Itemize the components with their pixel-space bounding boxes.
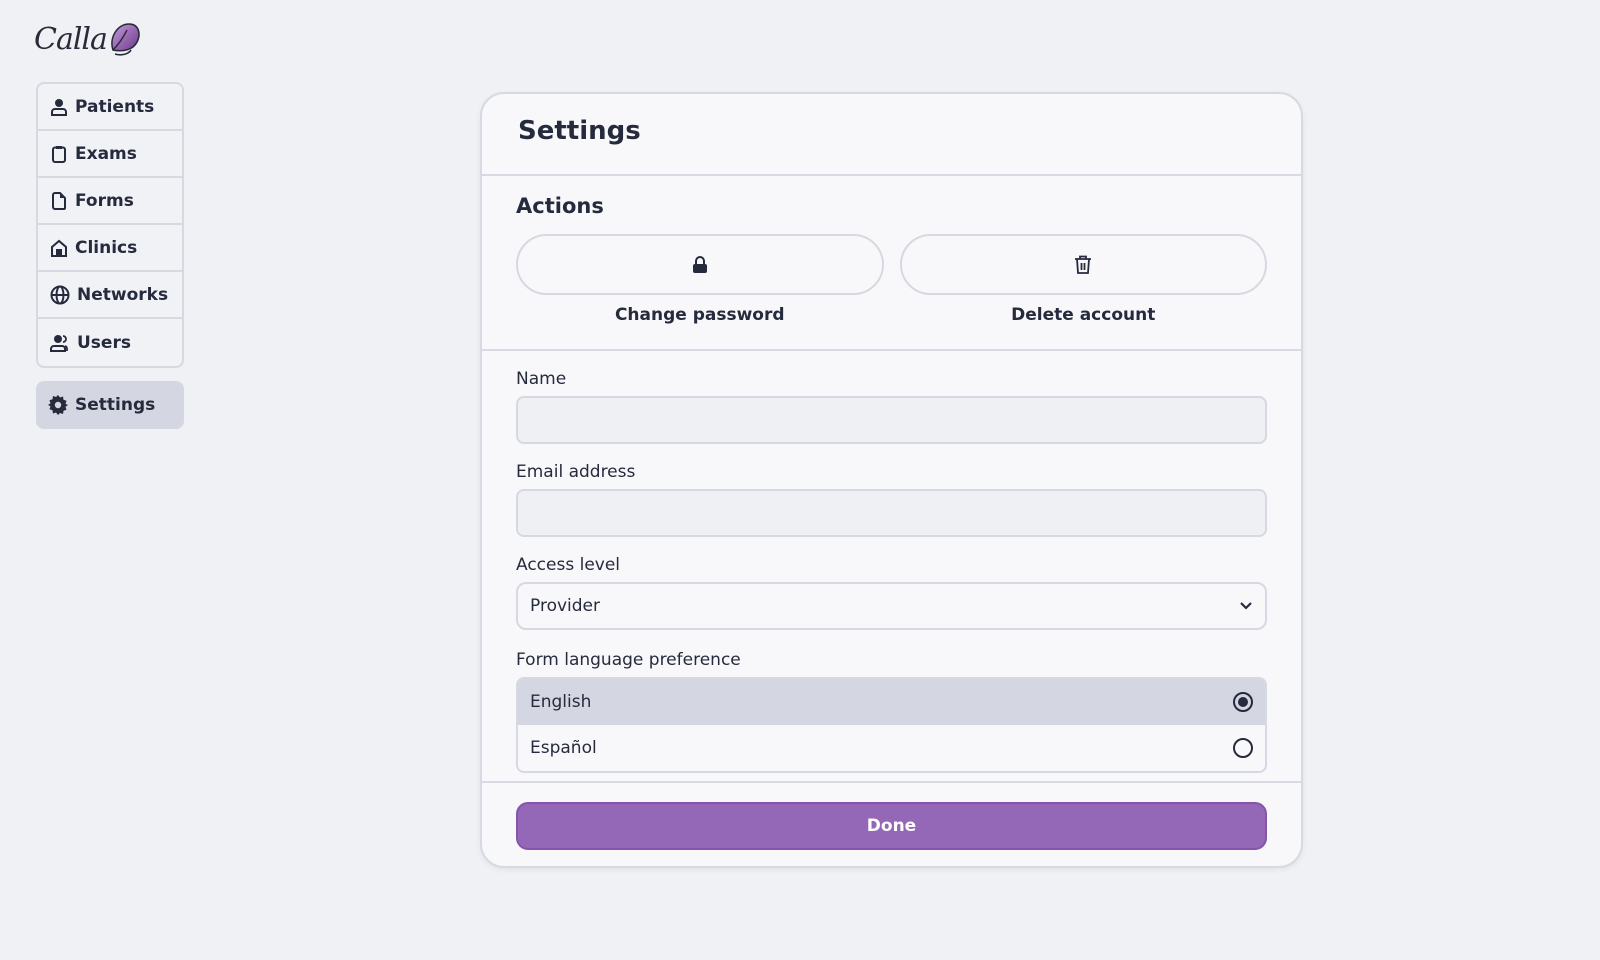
user-icon: [51, 98, 67, 116]
radio-unselected-icon[interactable]: [1233, 738, 1253, 758]
actions-heading: Actions: [516, 194, 604, 218]
house-icon: [51, 239, 67, 257]
calla-flower-icon: [111, 23, 140, 56]
language-radio-group: English Español: [516, 677, 1267, 773]
done-button[interactable]: Done: [516, 802, 1267, 850]
sidebar-item-exams[interactable]: Exams: [38, 131, 182, 178]
sidebar-item-forms[interactable]: Forms: [38, 178, 182, 225]
sidebar-item-label: Patients: [75, 96, 155, 117]
lock-icon: [692, 255, 707, 273]
sidebar-item-patients[interactable]: Patients: [38, 84, 182, 131]
language-label: Form language preference: [516, 650, 741, 670]
document-icon: [52, 191, 66, 210]
delete-account-button[interactable]: [899, 234, 1267, 295]
logo-text: Calla: [34, 21, 108, 57]
sidebar-item-networks[interactable]: Networks: [38, 272, 182, 319]
sidebar-nav: Patients Exams Forms Clinics Networks Us…: [36, 82, 184, 368]
users-icon: [50, 334, 68, 352]
access-level-value: Provider: [530, 596, 600, 616]
radio-selected-icon[interactable]: [1233, 692, 1253, 712]
sidebar-item-label: Settings: [75, 395, 156, 415]
sidebar-item-label: Networks: [77, 284, 169, 305]
email-input[interactable]: [516, 489, 1267, 537]
language-option-english[interactable]: English: [518, 679, 1265, 725]
sidebar-item-label: Forms: [75, 190, 134, 211]
access-level-label: Access level: [516, 555, 621, 575]
sidebar-item-settings[interactable]: Settings: [36, 381, 184, 429]
sidebar-item-clinics[interactable]: Clinics: [38, 225, 182, 272]
change-password-button[interactable]: [516, 234, 884, 295]
settings-form: Name Email address Access level Provider…: [482, 351, 1301, 783]
access-level-select[interactable]: Provider: [516, 582, 1267, 630]
chevron-down-icon: [1240, 602, 1252, 610]
gear-icon: [48, 395, 68, 415]
name-label: Name: [516, 369, 567, 389]
page-title: Settings: [482, 94, 1301, 176]
settings-card: Settings Actions Change password Delete …: [480, 92, 1303, 868]
actions-section: Actions Change password Delete account: [482, 176, 1301, 351]
clipboard-icon: [52, 145, 66, 163]
option-label: English: [530, 692, 592, 712]
globe-icon: [50, 285, 70, 304]
option-label: Español: [530, 738, 597, 758]
name-input[interactable]: [516, 396, 1267, 444]
sidebar-item-label: Exams: [75, 143, 137, 164]
delete-account-label: Delete account: [1011, 305, 1156, 325]
email-label: Email address: [516, 462, 636, 482]
language-option-espanol[interactable]: Español: [518, 725, 1265, 771]
sidebar-item-label: Users: [77, 332, 131, 353]
calla-logo: Calla: [34, 20, 143, 58]
trash-icon: [1075, 255, 1092, 274]
sidebar-item-label: Clinics: [75, 237, 138, 258]
change-password-label: Change password: [614, 305, 785, 325]
sidebar-item-users[interactable]: Users: [38, 319, 182, 366]
